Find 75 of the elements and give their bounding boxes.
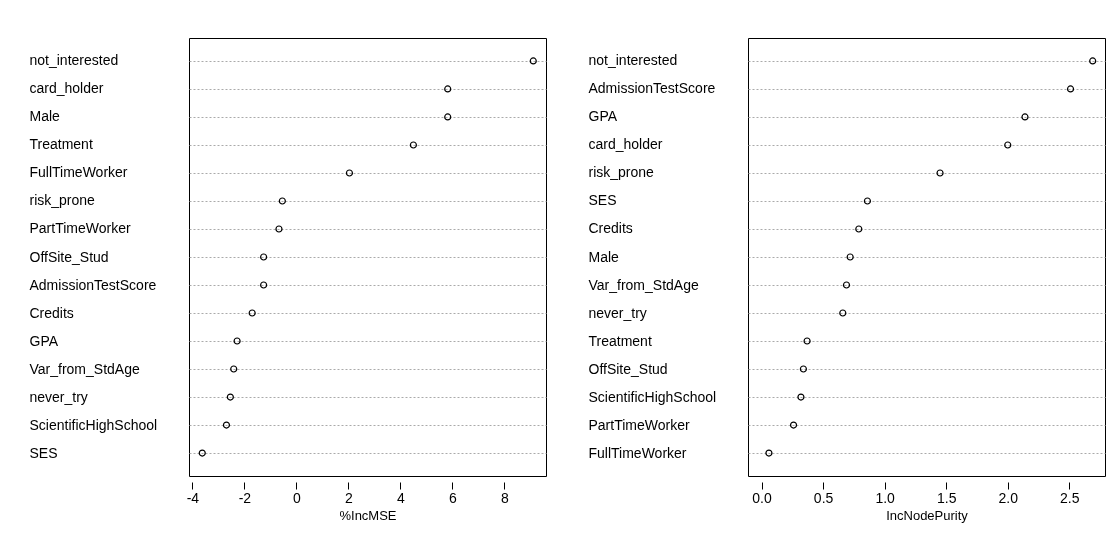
y-tick-label: Var_from_StdAge xyxy=(588,276,699,293)
point xyxy=(765,449,773,457)
point xyxy=(839,309,847,317)
point xyxy=(1004,141,1012,149)
point xyxy=(260,281,268,289)
y-tick-label: PartTimeWorker xyxy=(29,220,131,237)
x-tick-label: 8 xyxy=(501,489,509,506)
point xyxy=(1066,85,1075,93)
y-tick-label: Credits xyxy=(29,304,74,321)
y-tick-label: OffSite_Stud xyxy=(588,360,668,377)
y-tick-label: Treatment xyxy=(29,136,93,153)
y-tick-label: SES xyxy=(29,444,58,461)
x-axis-title: %IncMSE xyxy=(339,507,397,523)
x-tick-label: 0 xyxy=(292,489,301,506)
y-tick-label: Male xyxy=(588,248,620,265)
y-tick-label: GPA xyxy=(588,108,618,125)
point xyxy=(797,393,805,401)
point xyxy=(198,449,206,457)
y-tick-label: AdmissionTestScore xyxy=(588,80,716,97)
y-tick-label: FullTimeWorker xyxy=(588,444,687,461)
point xyxy=(936,169,944,177)
x-tick-label: -2 xyxy=(238,489,252,506)
y-tick-label: OffSite_Stud xyxy=(29,248,109,265)
point xyxy=(1021,113,1029,121)
y-tick-label: ScientificHighSchool xyxy=(29,416,158,433)
point xyxy=(226,393,234,401)
point xyxy=(345,169,354,177)
point xyxy=(799,365,807,373)
point xyxy=(855,225,863,233)
x-tick-label: 1.5 xyxy=(936,489,957,506)
y-tick-label: not_interested xyxy=(588,52,678,69)
point xyxy=(846,253,854,261)
x-tick-label: 2.0 xyxy=(998,489,1019,506)
point xyxy=(842,281,851,289)
x-tick-label: -4 xyxy=(186,489,200,506)
y-tick-label: never_try xyxy=(588,304,647,321)
y-tick-label: SES xyxy=(588,192,617,209)
x-axis-title: IncNodePurity xyxy=(886,507,969,523)
x-tick-label: 6 xyxy=(449,489,457,506)
y-tick-label: Var_from_StdAge xyxy=(29,360,140,377)
y-tick-label: card_holder xyxy=(29,80,104,97)
point xyxy=(248,309,256,317)
x-tick-label: 1.0 xyxy=(875,489,896,506)
point xyxy=(1089,57,1097,65)
y-tick-label: card_holder xyxy=(588,136,663,153)
y-tick-label: GPA xyxy=(29,332,59,349)
y-tick-label: risk_prone xyxy=(588,164,655,181)
point xyxy=(278,197,286,205)
x-tick-label: 2.5 xyxy=(1060,489,1080,506)
y-tick-label: never_try xyxy=(29,388,88,405)
x-tick-label: 2 xyxy=(344,489,353,506)
point xyxy=(275,225,283,233)
x-tick-label: 4 xyxy=(396,489,405,506)
y-tick-label: Male xyxy=(29,108,61,125)
point xyxy=(789,421,798,429)
y-tick-label: Treatment xyxy=(588,332,652,349)
point xyxy=(444,113,452,121)
point xyxy=(529,57,537,65)
y-tick-label: not_interested xyxy=(29,52,119,69)
point xyxy=(260,253,268,261)
y-tick-label: Credits xyxy=(588,220,633,237)
point xyxy=(444,85,452,93)
x-tick-label: 0.5 xyxy=(813,489,834,506)
point xyxy=(409,141,417,149)
y-tick-label: AdmissionTestScore xyxy=(29,276,157,293)
point xyxy=(803,337,811,345)
y-tick-label: ScientificHighSchool xyxy=(588,388,717,405)
point xyxy=(230,365,238,373)
point xyxy=(233,337,241,345)
y-tick-label: FullTimeWorker xyxy=(29,164,128,181)
x-tick-label: 0.0 xyxy=(752,489,772,506)
point xyxy=(222,421,231,429)
y-tick-label: PartTimeWorker xyxy=(588,416,690,433)
point xyxy=(863,197,872,205)
y-tick-label: risk_prone xyxy=(29,192,96,209)
